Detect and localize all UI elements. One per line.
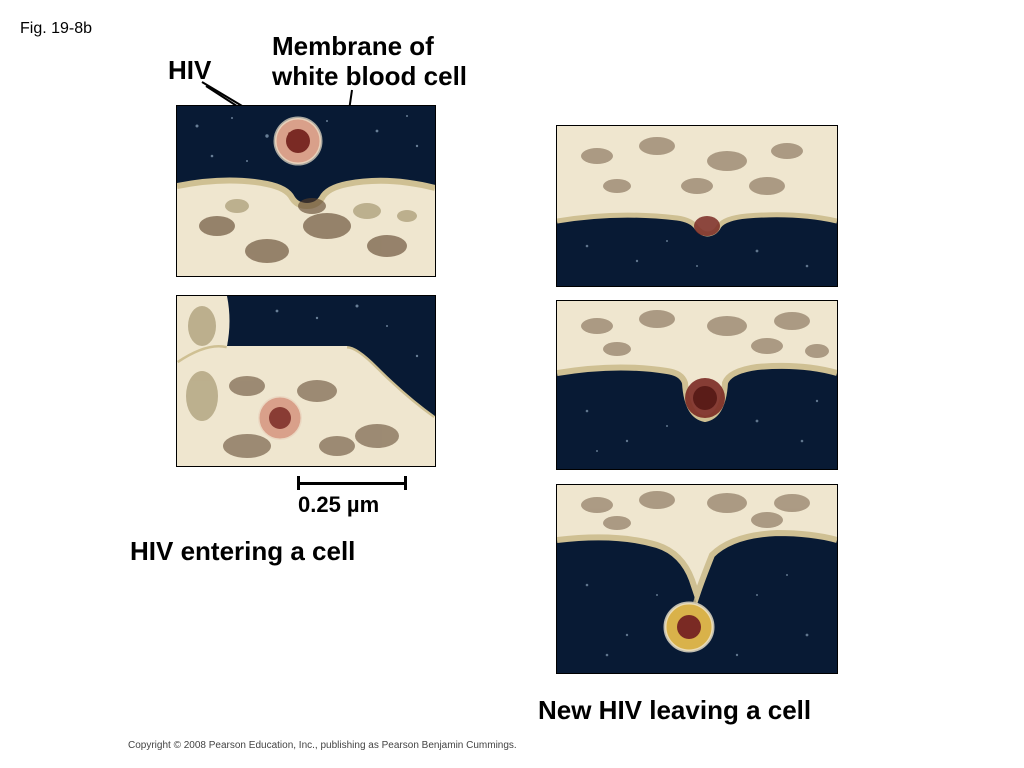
micrograph-leaving-2 [556,300,838,470]
scale-bar [297,476,407,490]
figure-number: Fig. 19-8b [20,20,92,38]
micrograph-leaving-1 [556,125,838,287]
micrograph-entering-2 [176,295,436,467]
micrograph-leaving-3 [556,484,838,674]
caption-entering: HIV entering a cell [130,536,355,567]
copyright-text: Copyright © 2008 Pearson Education, Inc.… [128,740,517,751]
label-membrane: Membrane of white blood cell [272,32,467,92]
caption-leaving: New HIV leaving a cell [538,695,811,726]
label-scale: 0.25 µm [298,492,379,518]
label-hiv: HIV [168,55,211,86]
leader-line-hiv [0,0,1024,768]
micrograph-entering-1 [176,105,436,277]
